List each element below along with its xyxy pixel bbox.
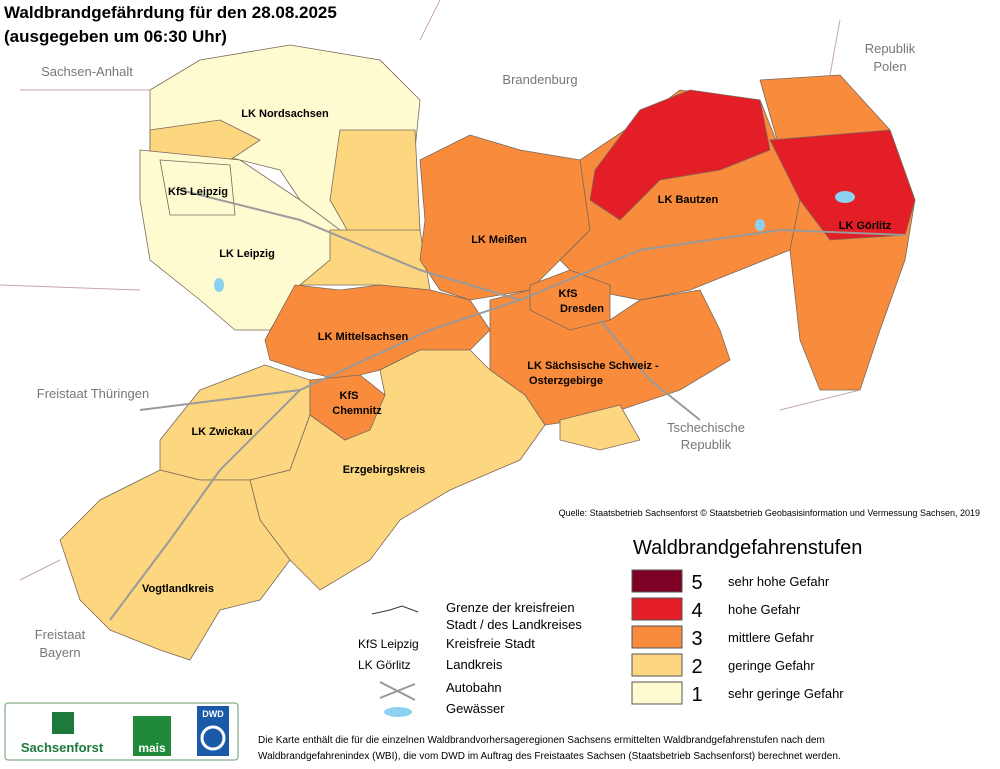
region-label: LK Leipzig — [219, 248, 275, 260]
symbol-water — [384, 707, 412, 717]
subtitle: (ausgegeben um 06:30 Uhr) — [4, 27, 227, 46]
legend-swatch — [631, 653, 683, 677]
kfs-leipzig — [159, 159, 236, 216]
region-label: LK Meißen — [471, 234, 527, 246]
footnote: Die Karte enthält die für die einzelnen … — [258, 735, 825, 746]
neighbor: Brandenburg — [502, 72, 577, 87]
symbol-label: Landkreis — [446, 657, 503, 672]
zwickau — [159, 364, 311, 481]
logo-icon — [133, 716, 171, 756]
neighbor: Sachsen-Anhalt — [41, 64, 133, 79]
region-label: LK Zwickau — [191, 426, 252, 438]
legend-title: Waldbrandgefahrenstufen — [633, 537, 862, 559]
symbol-key: LK Görlitz — [358, 658, 411, 672]
schweiz-patch — [559, 404, 641, 451]
legend-level: 1 — [691, 684, 702, 706]
legend: 5 sehr hohe Gefahr 4 hohe Gefahr 3 mittlere G… — [631, 569, 844, 706]
region-label: LK Sächsische Schweiz - — [527, 360, 659, 372]
autobahn — [109, 189, 906, 621]
title: Waldbrandgefährdung für den 28.08.2025 — [4, 3, 337, 22]
symbol-label: Autobahn — [446, 680, 502, 695]
chemnitz — [309, 374, 386, 441]
border — [0, 0, 861, 581]
footnote: Waldbrandgefahrenindex (WBI), die vom DW… — [258, 751, 841, 762]
legend-label: geringe Gefahr — [728, 658, 815, 673]
symbol-label: Stadt / des Landkreises — [446, 617, 582, 632]
source: Quelle: Staatsbetrieb Sachsenforst © Sta… — [559, 508, 980, 518]
symbol-key: KfS Leipzig — [358, 637, 419, 651]
legend-label: sehr geringe Gefahr — [728, 686, 844, 701]
legend-label: hohe Gefahr — [728, 602, 801, 617]
region-label: Vogtlandkreis — [142, 583, 214, 595]
symbol-label: Kreisfreie Stadt — [446, 636, 535, 651]
logo: Sachsenforst — [21, 740, 104, 755]
logo: mais — [138, 741, 166, 755]
neighbor: Bayern — [39, 645, 80, 660]
region-label: Dresden — [560, 303, 604, 315]
legend-swatch — [631, 569, 683, 593]
legend-swatch — [631, 625, 683, 649]
symbol-autobahn — [379, 681, 416, 701]
vogtland — [59, 469, 291, 661]
legend-level: 5 — [691, 572, 702, 594]
neighbor: Republik — [865, 41, 916, 56]
legend-label: sehr hohe Gefahr — [728, 574, 830, 589]
lake — [755, 219, 765, 231]
region-label: KfS — [340, 390, 359, 402]
lake — [214, 278, 224, 292]
region-label: Erzgebirgskreis — [343, 464, 426, 476]
symbol-label: Gewässer — [446, 701, 505, 716]
meissen — [419, 134, 591, 301]
neighbor: Freistaat Thüringen — [37, 386, 150, 401]
logo-icon — [200, 725, 226, 751]
logo-icon — [52, 712, 74, 734]
region-label: Osterzgebirge — [529, 375, 603, 387]
autobahn — [109, 389, 301, 621]
legend-level: 3 — [691, 628, 702, 650]
lake — [835, 191, 855, 203]
neighbor: Tschechische — [667, 420, 745, 435]
region-label: Chemnitz — [332, 405, 382, 417]
region-label: LK Görlitz — [839, 220, 892, 232]
neighbor: Polen — [873, 59, 906, 74]
region-label: KfS — [559, 288, 578, 300]
nordsachsen-patch — [329, 129, 421, 236]
region-label: LK Nordsachsen — [241, 108, 329, 120]
autobahn — [139, 299, 521, 411]
region-label: KfS Leipzig — [168, 186, 228, 198]
regions — [59, 44, 916, 661]
legend-swatch — [631, 681, 683, 705]
logo: DWD — [202, 709, 224, 719]
borders-outside — [0, 0, 861, 581]
mittelsachsen — [264, 284, 491, 381]
region-label: LK Mittelsachsen — [318, 331, 409, 343]
legend-level: 4 — [691, 600, 702, 622]
neighbor: Republik — [681, 437, 732, 452]
symbol-border — [371, 605, 419, 615]
legend-level: 2 — [691, 656, 702, 678]
legend-swatch — [631, 597, 683, 621]
legend-label: mittlere Gefahr — [728, 630, 815, 645]
bautzen-high — [589, 89, 771, 221]
autobahn — [599, 319, 701, 421]
symbol-label: Grenze der kreisfreien — [446, 600, 575, 615]
neighbor: Freistaat — [35, 627, 86, 642]
region-label: LK Bautzen — [658, 194, 719, 206]
dresden — [529, 269, 611, 331]
